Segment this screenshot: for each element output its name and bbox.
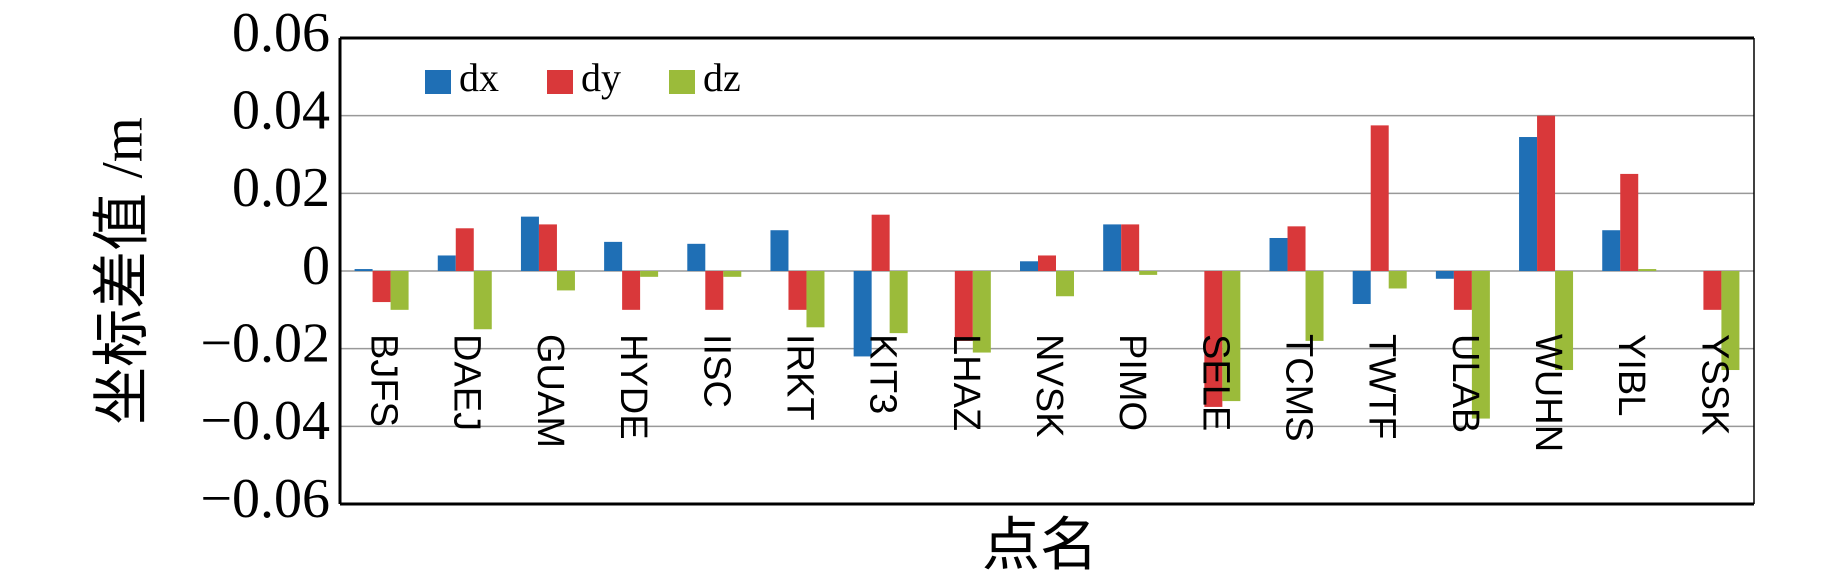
bar [770,230,789,271]
legend-swatch [547,70,573,94]
x-tick-label: NVSK [1028,334,1070,437]
x-tick-label: KIT3 [862,334,904,414]
x-tick-label: IRKT [778,334,820,421]
bar [1471,271,1490,419]
x-tick-label: TWTF [1361,334,1403,440]
bar [1204,271,1223,407]
legend-label: dx [459,55,499,100]
bar [1269,237,1288,271]
bar [1056,271,1074,297]
x-tick-label: SELE [1194,334,1236,431]
y-tick-label: −0.04 [200,390,330,452]
x-tick-label: PIMO [1111,334,1153,431]
legend-label: dy [581,55,621,100]
x-tick-label: HYDE [612,334,654,440]
bar [1435,271,1454,279]
bar [1388,271,1407,289]
bar [390,271,409,310]
bar [788,271,807,310]
bar [354,269,373,271]
y-tick-label: 0.06 [232,2,330,64]
x-tick-label: YSSK [1693,334,1735,435]
bar [889,271,908,334]
bar [520,216,539,271]
bar [1103,224,1122,271]
bar [1038,255,1056,271]
bar [723,271,742,277]
bar [1602,230,1621,271]
bar [372,271,391,303]
y-tick-label: −0.06 [200,468,330,530]
bar [640,271,659,277]
x-tick-label: DAEJ [446,334,488,431]
bar [1287,226,1306,271]
bar [1555,271,1574,371]
bar [1519,137,1538,271]
bar [1453,271,1472,310]
bar [806,271,825,328]
y-tick-label: 0 [302,235,330,297]
bar [1352,271,1371,305]
y-axis-title: 坐标差值 /m [89,117,154,425]
legend-label: dz [703,55,741,100]
bar [871,214,890,271]
x-tick-label: WUHN [1527,334,1569,452]
bar [705,271,724,310]
x-tick-label: ULAB [1444,334,1486,433]
bar [604,241,623,271]
x-tick-label: IISC [695,334,737,408]
x-tick-label: TCMS [1277,334,1319,442]
bar [538,224,557,271]
x-tick-label: YIBL [1610,334,1652,416]
bar [687,243,706,271]
bar [954,271,973,341]
bar [1620,173,1639,271]
bar [1537,115,1556,272]
bar [1020,261,1038,271]
bar [1703,271,1722,310]
bar [556,271,575,291]
bar [1638,269,1657,271]
legend-swatch [425,70,451,94]
y-tick-label: 0.02 [232,157,330,219]
bar [1305,271,1324,341]
x-tick-label: BJFS [363,334,405,427]
bar [622,271,641,310]
bar [972,271,991,353]
bar [1222,271,1241,402]
bar [1721,271,1740,371]
y-tick-label: −0.02 [200,313,330,375]
bar [853,271,872,357]
x-tick-label: LHAZ [945,334,987,431]
y-tick-label: 0.04 [232,80,330,142]
bar [1121,224,1140,271]
x-tick-label: GUAM [529,334,571,448]
legend-swatch [669,70,695,94]
bar [437,255,456,271]
bar [473,271,492,330]
bar [1139,271,1158,275]
bar [1370,125,1389,271]
bar [455,228,474,271]
x-axis-title: 点名 [982,512,1098,577]
